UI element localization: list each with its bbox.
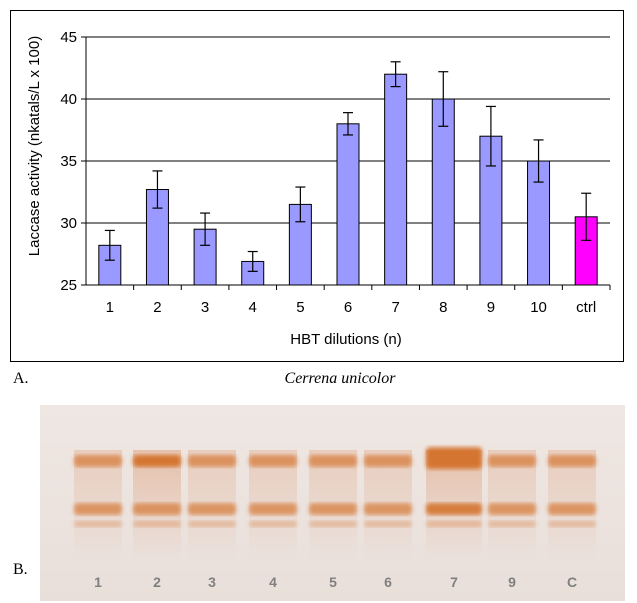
- x-tick-label: ctrl: [576, 299, 596, 316]
- gel-lane-label: 5: [329, 574, 337, 590]
- y-tick-label: 35: [60, 153, 77, 170]
- gel-lane-1: 1: [74, 450, 122, 590]
- gel-image: 1 2 3 4 5 6 7 9 C: [40, 405, 625, 601]
- gel-lane-4: 4: [249, 450, 297, 590]
- gel-lane-7: 7: [426, 447, 482, 590]
- x-tick-label: 5: [296, 299, 304, 316]
- y-tick-label: 30: [60, 215, 77, 232]
- gel-lane-6: 6: [364, 450, 412, 590]
- gel-lane-3: 3: [188, 450, 236, 590]
- bar-7: [384, 73, 408, 286]
- gel-lane-label: 2: [153, 574, 161, 590]
- chart-frame: 25 30 35 40 45 1 2 3 4 5 6 7 8 9 10 ctrl Laccase activi…: [10, 10, 624, 362]
- gel-lane-5: 5: [309, 450, 357, 590]
- x-tick-label: 4: [249, 299, 257, 316]
- gel-lane-label: 4: [269, 574, 277, 590]
- y-tick-label: 25: [60, 277, 77, 294]
- x-tick-label: 2: [153, 299, 161, 316]
- x-tick-label: 1: [106, 299, 114, 316]
- gel-lane-label: 3: [208, 574, 216, 590]
- x-tick-label: 8: [439, 299, 447, 316]
- x-axis-label: HBT dilutions (n): [290, 331, 401, 348]
- gel-lane-9: 9: [488, 450, 536, 590]
- gel-lane-label: 6: [384, 574, 392, 590]
- x-tick-label: 6: [344, 299, 352, 316]
- x-tick-label: 3: [201, 299, 209, 316]
- x-tick-label: 9: [487, 299, 495, 316]
- gel-lane-label: 9: [508, 574, 516, 590]
- species-title: Cerrena unicolor: [284, 370, 396, 387]
- x-tick-label: 7: [391, 299, 399, 316]
- gel-lane-C: C: [548, 450, 596, 590]
- y-tick-label: 40: [60, 91, 77, 108]
- gel-lane-2: 2: [133, 450, 181, 590]
- gel-lane-label: 1: [94, 574, 102, 590]
- bar-6: [336, 123, 360, 286]
- gel-lane-label: C: [567, 574, 577, 590]
- x-tick-label: 10: [530, 299, 547, 316]
- panel-a-label: A.: [13, 370, 29, 387]
- y-tick-label: 45: [60, 29, 77, 46]
- gel-lane-label: 7: [450, 574, 458, 590]
- y-axis-label: Laccase activity (nkatals/L x 100): [26, 36, 43, 256]
- panel-b-label: B.: [13, 561, 28, 578]
- bar-8: [431, 98, 455, 286]
